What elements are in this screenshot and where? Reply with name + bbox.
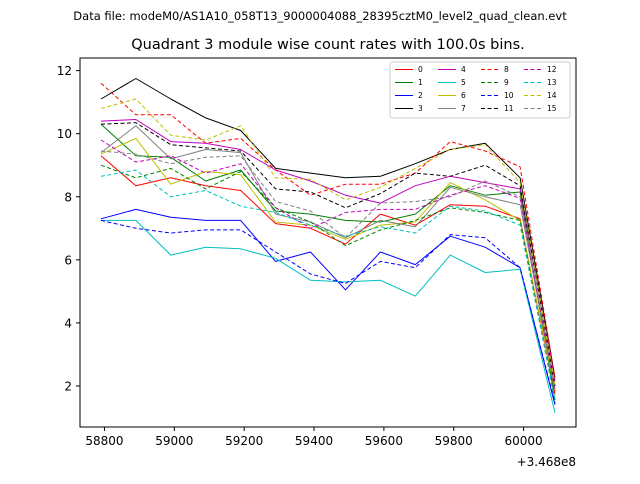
series-line-12 [100, 139, 556, 391]
legend-label-2: 2 [418, 91, 423, 100]
series-line-4 [100, 119, 556, 382]
series-line-2 [100, 208, 556, 406]
series-line-14 [100, 98, 556, 385]
x-offset-label: +3.468e8 [517, 455, 576, 469]
legend-label-0: 0 [418, 65, 423, 74]
legend-label-5: 5 [461, 78, 466, 87]
series-line-9 [100, 164, 556, 402]
x-tick-label: 59800 [435, 434, 473, 448]
legend-label-8: 8 [504, 65, 509, 74]
series-line-8 [100, 82, 556, 379]
series-line-6 [100, 137, 556, 391]
y-tick-label: 2 [64, 380, 72, 394]
x-tick-label: 59600 [365, 434, 403, 448]
legend-label-9: 9 [504, 78, 509, 87]
y-tick-label: 8 [64, 190, 72, 204]
y-tick-label: 10 [57, 127, 72, 141]
data-file-label: Data file: modeM0/AS1A10_058T13_90000040… [73, 9, 567, 23]
x-tick-label: 59200 [225, 434, 263, 448]
legend-label-13: 13 [547, 78, 557, 87]
x-tick-label: 59000 [155, 434, 193, 448]
legend-label-10: 10 [504, 91, 514, 100]
series-line-5 [101, 219, 556, 413]
series-line-1 [100, 123, 556, 401]
series-layer [100, 78, 556, 413]
legend-label-3: 3 [418, 104, 423, 113]
x-axis: 58800 59000 59200 59400 59600 59800 60000 [85, 427, 543, 448]
chart-title: Quadrant 3 module wise count rates with … [131, 37, 525, 53]
series-line-11 [100, 122, 556, 387]
legend-label-12: 12 [547, 65, 557, 74]
series-line-10 [100, 219, 556, 404]
x-tick-label: 58800 [85, 434, 123, 448]
legend-label-6: 6 [461, 91, 466, 100]
series-line-0 [100, 155, 556, 394]
y-tick-label: 6 [64, 253, 72, 267]
x-tick-label: 59400 [295, 434, 333, 448]
y-axis: 2 4 6 8 10 12 [57, 64, 80, 394]
legend-label-11: 11 [504, 104, 514, 113]
series-line-13 [100, 169, 556, 401]
plot-frame [79, 57, 577, 428]
legend-label-1: 1 [418, 78, 423, 87]
series-line-15 [100, 150, 556, 390]
y-tick-label: 12 [57, 64, 72, 78]
y-tick-label: 4 [64, 316, 72, 330]
legend-label-15: 15 [547, 104, 557, 113]
x-tick-label: 60000 [505, 434, 543, 448]
series-line-7 [100, 125, 556, 390]
legend-label-7: 7 [461, 104, 466, 113]
legend-box [389, 61, 571, 119]
series-line-3 [100, 78, 556, 379]
legend-label-14: 14 [547, 91, 557, 100]
legend-label-4: 4 [461, 65, 466, 74]
